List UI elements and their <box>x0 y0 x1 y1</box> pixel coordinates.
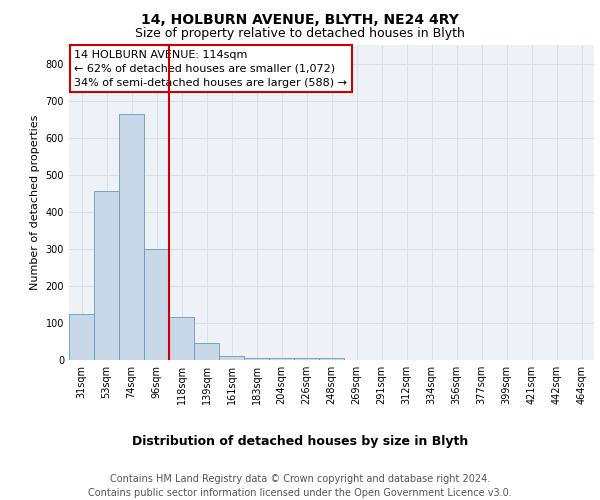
Bar <box>244 358 269 360</box>
Bar <box>219 356 244 360</box>
Text: 14, HOLBURN AVENUE, BLYTH, NE24 4RY: 14, HOLBURN AVENUE, BLYTH, NE24 4RY <box>141 12 459 26</box>
Bar <box>119 114 144 360</box>
Bar <box>319 358 344 360</box>
Text: Distribution of detached houses by size in Blyth: Distribution of detached houses by size … <box>132 435 468 448</box>
Bar <box>269 358 294 360</box>
Bar <box>144 249 169 360</box>
Bar <box>294 358 319 360</box>
Bar <box>169 318 194 360</box>
Bar <box>194 344 219 360</box>
Text: 14 HOLBURN AVENUE: 114sqm
← 62% of detached houses are smaller (1,072)
34% of se: 14 HOLBURN AVENUE: 114sqm ← 62% of detac… <box>74 50 347 88</box>
Text: Size of property relative to detached houses in Blyth: Size of property relative to detached ho… <box>135 28 465 40</box>
Y-axis label: Number of detached properties: Number of detached properties <box>30 115 40 290</box>
Bar <box>69 314 94 360</box>
Text: Contains HM Land Registry data © Crown copyright and database right 2024.
Contai: Contains HM Land Registry data © Crown c… <box>88 474 512 498</box>
Bar <box>94 192 119 360</box>
